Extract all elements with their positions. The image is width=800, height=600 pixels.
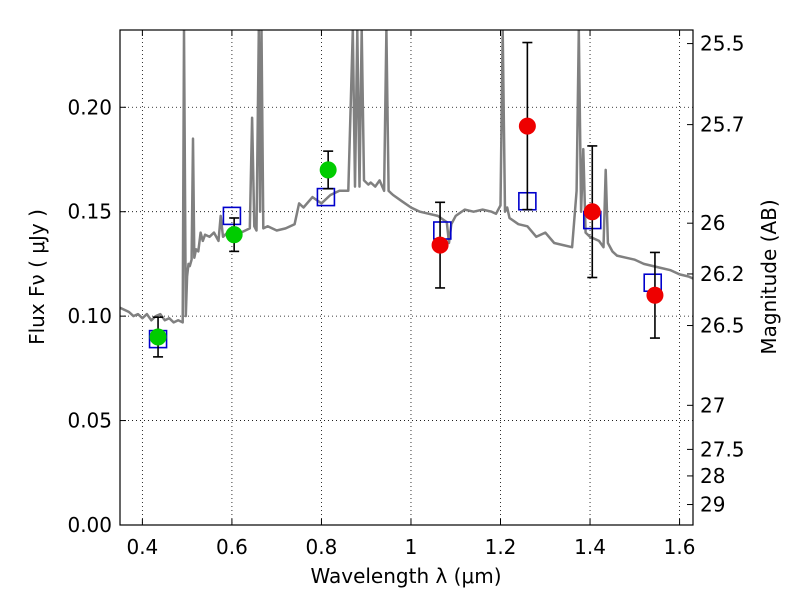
x-tick-label: 1.2 bbox=[485, 535, 517, 559]
y-tick-label: 0.10 bbox=[67, 304, 112, 328]
x-tick-label: 1.4 bbox=[574, 535, 606, 559]
observed-point bbox=[431, 236, 449, 254]
observed-point bbox=[149, 328, 167, 346]
y2-tick-label: 26.5 bbox=[700, 314, 745, 338]
y2-tick-label: 27.5 bbox=[700, 437, 745, 461]
x-axis-label: Wavelength λ (μm) bbox=[310, 564, 501, 588]
plot-frame bbox=[119, 29, 694, 526]
y2-tick-label: 29 bbox=[700, 493, 725, 517]
tick-layer: 0.4 0.6 0.8 1 1.2 1.4 1.6 0.00 0.05 0.10 0.15 0.20 2… bbox=[67, 30, 745, 559]
y-axis-label: Flux Fν ( μJy ) bbox=[25, 209, 49, 345]
y-tick-label: 0.05 bbox=[67, 409, 112, 433]
observed-point bbox=[319, 161, 337, 179]
observed-point bbox=[225, 226, 243, 244]
x-tick-label: 0.6 bbox=[216, 535, 248, 559]
y-tick-label: 0.00 bbox=[67, 513, 112, 537]
x-tick-label: 1.6 bbox=[664, 535, 696, 559]
model-photometry-square bbox=[222, 206, 242, 226]
y2-tick-label: 26.2 bbox=[700, 262, 745, 286]
x-tick-label: 1 bbox=[405, 535, 418, 559]
model-spectrum-line bbox=[120, 30, 693, 324]
y2-tick-label: 27 bbox=[700, 393, 725, 417]
observed-point bbox=[646, 286, 664, 304]
y2-tick-label: 26 bbox=[700, 211, 725, 235]
marker-layer bbox=[148, 41, 664, 358]
y2-tick-label: 28 bbox=[700, 464, 725, 488]
y2-tick-label: 25.5 bbox=[700, 32, 745, 56]
spectrum-layer bbox=[120, 30, 693, 324]
observed-point bbox=[583, 203, 601, 221]
y-tick-label: 0.20 bbox=[67, 95, 112, 119]
y-tick-label: 0.15 bbox=[67, 200, 112, 224]
observed-point bbox=[518, 117, 536, 135]
y2-axis-label: Magnitude (AB) bbox=[757, 199, 781, 354]
x-tick-label: 0.8 bbox=[306, 535, 338, 559]
x-tick-label: 0.4 bbox=[126, 535, 158, 559]
y2-tick-label: 25.7 bbox=[700, 113, 745, 137]
grid-layer bbox=[120, 30, 693, 526]
